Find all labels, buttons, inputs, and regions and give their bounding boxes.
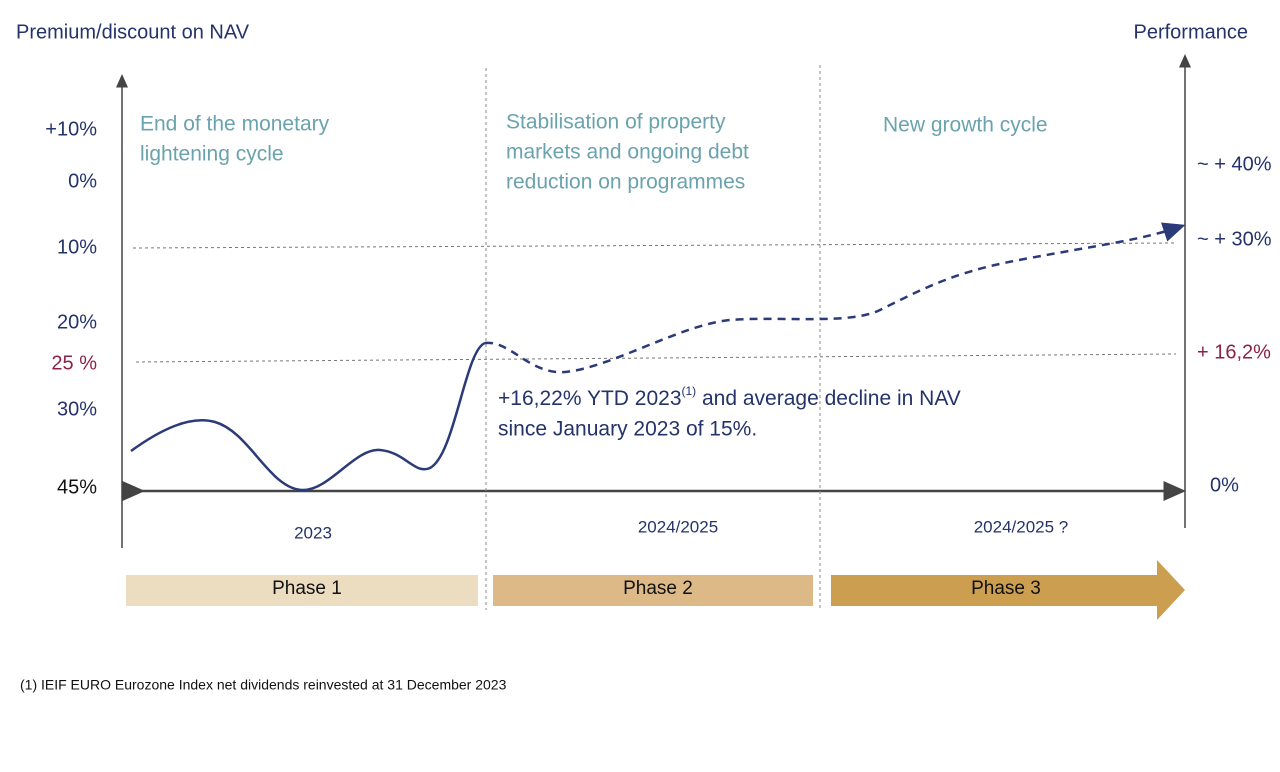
phase-heading: markets and ongoing debt — [506, 141, 749, 164]
left-axis-label: 0% — [68, 170, 97, 192]
phase-period: 2024/2025 ? — [974, 517, 1069, 536]
annotation: since January 2023 of 15%. — [498, 418, 757, 441]
left-axis-label: 25 % — [51, 352, 97, 374]
phase-heading: Stabilisation of property — [506, 111, 726, 134]
reference-line — [132, 242, 1177, 249]
history-curve — [130, 341, 486, 492]
phase-heading: reduction on programmes — [506, 171, 745, 194]
annotation: +16,22% YTD 2023(1) and average decline … — [498, 384, 961, 409]
phase-bar — [493, 575, 813, 606]
phase-heading: End of the monetary — [140, 113, 330, 136]
left-axis-label: 10% — [57, 236, 97, 258]
annotation-note: (1) — [682, 384, 697, 398]
left-axis-title: Premium/discount on NAV — [16, 21, 250, 43]
phase-label: Phase 3 — [971, 578, 1041, 599]
footnote: (1) IEIF EURO Eurozone Index net dividen… — [20, 677, 507, 693]
projection-curve — [484, 222, 1186, 374]
phase-arrow — [831, 560, 1185, 620]
right-axis-label: + 16,2% — [1197, 341, 1271, 363]
annotation-rest: and average decline in NAV — [696, 387, 961, 410]
phase-bar — [126, 575, 478, 606]
phase-period: 2023 — [294, 523, 332, 542]
left-axis-label: 45% — [57, 476, 97, 498]
right-axis-title: Performance — [1134, 21, 1249, 43]
left-axis-label: 30% — [57, 398, 97, 420]
phase-label: Phase 2 — [623, 578, 693, 599]
right-axis-label: ~ + 40% — [1197, 153, 1272, 175]
phase-label: Phase 1 — [272, 578, 342, 599]
right-axis-label: 0% — [1210, 474, 1239, 496]
right-axis-label: ~ + 30% — [1197, 228, 1272, 250]
phase-period: 2024/2025 — [638, 517, 718, 536]
phase-heading: lightening cycle — [140, 143, 284, 166]
annotation-lead: +16,22% YTD 2023 — [498, 387, 682, 410]
reference-line — [135, 353, 1177, 363]
left-axis-label: 20% — [57, 311, 97, 333]
left-axis-label: +10% — [45, 118, 97, 140]
phase-heading: New growth cycle — [883, 114, 1048, 137]
